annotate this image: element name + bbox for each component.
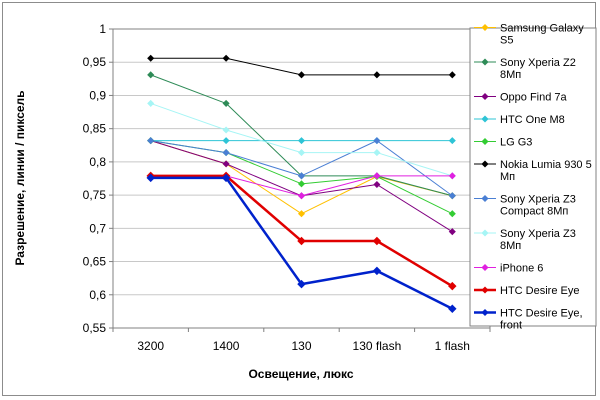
data-point [373, 172, 381, 180]
data-point [448, 228, 456, 236]
series [147, 137, 456, 200]
y-tick-label: 0,8 [89, 155, 106, 169]
data-point [222, 160, 230, 168]
data-point [297, 192, 306, 200]
legend-entry: Samsung Galaxy S5 [474, 23, 584, 47]
legend-entry: Sony Xperia Z3 Compact 8Мп [474, 194, 576, 218]
legend-box [469, 27, 597, 327]
legend-entry: Sony Xperia Z2 8Мп [474, 57, 576, 81]
data-point [372, 266, 382, 276]
legend-swatch-marker [481, 58, 489, 66]
series [146, 173, 457, 313]
series-lines [146, 54, 457, 313]
data-point [373, 71, 381, 79]
x-axis-title: Освещение, люкс [248, 367, 353, 381]
data-point [297, 210, 306, 218]
data-point [222, 99, 230, 107]
y-tick-label: 1 [99, 22, 106, 36]
legend-swatch-marker [481, 92, 489, 101]
legend-label: HTC One M8 [500, 114, 565, 126]
data-point [373, 149, 381, 157]
data-point [297, 71, 306, 79]
legend-swatch-marker [481, 137, 489, 146]
legend-label: Oppo Find 7a [500, 92, 568, 104]
y-tick-label: 0,9 [89, 88, 106, 102]
y-tick-label: 0,55 [83, 321, 107, 335]
data-point [222, 149, 230, 157]
legend: Samsung Galaxy S5 Sony Xperia Z2 8Мп Oppo Fi… [474, 23, 592, 332]
series [147, 71, 456, 200]
legend-entry: LG G3 [474, 137, 532, 149]
data-point [221, 173, 231, 183]
legend-swatch-marker [481, 160, 489, 168]
legend-swatch-marker [481, 263, 489, 272]
data-point [372, 236, 382, 246]
y-tick-label: 0,7 [89, 221, 106, 235]
legend-entry: HTC Desire Eye [474, 285, 579, 297]
data-point [297, 149, 306, 157]
legend-swatch-marker [481, 115, 489, 123]
data-point [146, 173, 155, 183]
legend-label: HTC Desire Eye, front [500, 308, 583, 332]
series [146, 171, 457, 291]
legend-label: Sony Xperia Z2 8Мп [500, 57, 576, 81]
data-point [448, 281, 457, 291]
legend-entry: Oppo Find 7a [474, 92, 568, 104]
data-point [448, 172, 456, 180]
data-point [222, 54, 230, 62]
legend-label: Samsung Galaxy S5 [500, 23, 584, 47]
legend-label: Nokia Lumia 930 5 Мп [500, 159, 592, 183]
y-tick-label: 0,75 [83, 188, 107, 202]
legend-label: LG G3 [500, 137, 532, 149]
y-axis-title: Разрешение, линии / пиксель [13, 90, 27, 265]
data-point [297, 137, 306, 145]
series-line [150, 140, 453, 197]
legend-swatch-marker [481, 23, 489, 32]
y-tick-label: 0,6 [89, 288, 106, 302]
y-tick-label: 0,65 [83, 255, 107, 269]
x-tick-label: 1400 [213, 339, 240, 353]
data-point [147, 137, 155, 145]
legend-entry: Nokia Lumia 930 5 Мп [474, 159, 592, 183]
data-point [297, 172, 306, 180]
x-tick-label: 130 flash [353, 339, 402, 353]
legend-entry: iPhone 6 [474, 263, 543, 275]
y-axis-ticks: 0,55 0,6 0,65 0,7 0,75 0,8 0,85 0,9 0,95 1 [83, 22, 113, 335]
x-tick-label: 3200 [137, 339, 164, 353]
data-point [222, 126, 230, 134]
data-point [448, 192, 456, 200]
legend-label: iPhone 6 [500, 263, 543, 275]
legend-label: Sony Xperia Z3 Compact 8Мп [500, 194, 576, 218]
legend-swatch-marker [481, 194, 489, 203]
data-point [373, 137, 381, 145]
y-tick-label: 0,85 [83, 122, 107, 136]
legend-entry: HTC Desire Eye, front [474, 308, 583, 332]
series [147, 137, 456, 145]
y-tick-label: 0,95 [83, 55, 107, 69]
legend-swatch-marker [481, 286, 489, 294]
legend-label: HTC Desire Eye [500, 285, 579, 297]
x-tick-label: 130 [291, 339, 311, 353]
data-point [373, 180, 381, 189]
data-point [448, 304, 457, 313]
data-point [448, 210, 456, 218]
data-point [297, 236, 306, 246]
legend-entry: HTC One M8 [474, 114, 565, 126]
data-point [147, 54, 155, 62]
data-point [297, 279, 306, 289]
data-point [448, 137, 456, 145]
data-point [222, 137, 230, 145]
x-axis-ticks: 3200 1400 130 130 flash 1 flash [112, 328, 491, 353]
data-point [448, 71, 456, 79]
data-point [297, 180, 306, 188]
x-tick-label: 1 flash [435, 339, 470, 353]
legend-swatch-marker [481, 229, 489, 237]
legend-swatch-marker [481, 308, 489, 317]
legend-label: Sony Xperia Z3 8Мп [500, 228, 576, 252]
series [147, 54, 456, 79]
data-point [147, 71, 155, 79]
legend-entry: Sony Xperia Z3 8Мп [474, 228, 576, 252]
data-point [147, 99, 155, 107]
